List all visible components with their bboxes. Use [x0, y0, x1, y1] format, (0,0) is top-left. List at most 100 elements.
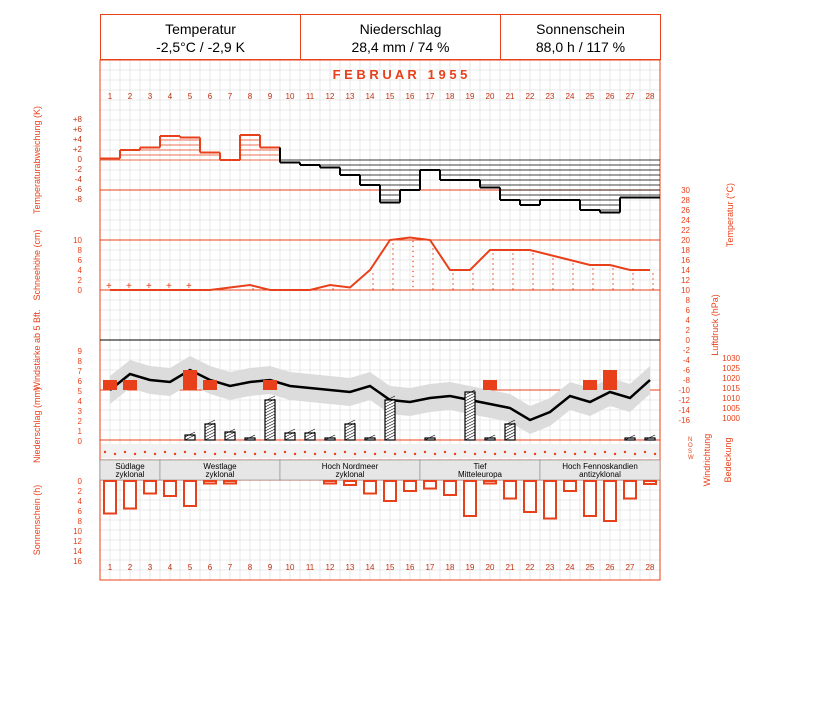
snow-dot: [452, 273, 454, 275]
wind-direction-dot: [533, 452, 537, 456]
precip-hatch: [204, 428, 216, 435]
snow-dot: [492, 253, 494, 255]
precip-hatch: [264, 398, 276, 405]
temp-anomaly-tick: 0: [78, 155, 83, 164]
sunshine-tick: 0: [78, 477, 83, 486]
precip-bar: [424, 437, 436, 441]
temp-right-tick: 24: [681, 216, 690, 225]
wind-direction-dot: [613, 452, 617, 456]
pressure-ylabel: Luftdruck (hPa): [710, 294, 720, 356]
day-label-bottom: 3: [148, 563, 153, 572]
pressure-line: [109, 368, 651, 422]
temp-right-tick: 10: [681, 286, 690, 295]
snow-line: [110, 236, 650, 291]
day-label-top: 26: [606, 92, 615, 101]
precip-hatch: [264, 434, 276, 441]
snow-dot: [632, 273, 634, 275]
wind-direction-dot: [323, 450, 327, 454]
snow-trace-mark: +: [166, 281, 172, 292]
wind-direction-dot: [573, 452, 577, 456]
day-label-bottom: 21: [506, 563, 515, 572]
precip-hatch: [264, 407, 276, 414]
wind-direction-dot: [493, 452, 497, 456]
precip-hatch: [464, 407, 476, 414]
precip-hatch: [344, 431, 356, 438]
precip-hatch: [324, 434, 336, 441]
day-label-top: 27: [626, 92, 635, 101]
wind-direction-dot: [113, 452, 117, 456]
day-label-bottom: 18: [446, 563, 455, 572]
snow-dot: [532, 253, 534, 255]
wind-bar: [483, 380, 497, 390]
precip-hatch: [224, 428, 236, 435]
day-label-top: 20: [486, 92, 495, 101]
temp-right-tick: -10: [678, 386, 690, 395]
precip-hatch: [384, 419, 396, 426]
snow-ylabel: Schneehöhe (cm): [32, 229, 42, 300]
snow-dot: [572, 288, 574, 290]
header-temperature-label: Temperatur: [165, 21, 236, 37]
precip-hatch: [384, 416, 396, 423]
precip-hatch: [204, 422, 216, 429]
sunshine-tick: 6: [78, 507, 83, 516]
precip-hatch: [264, 419, 276, 426]
day-label-bottom: 5: [188, 563, 193, 572]
temp-right-tick: 14: [681, 266, 690, 275]
snow-dot: [612, 273, 614, 275]
precip-hatch: [464, 401, 476, 408]
day-label-top: 25: [586, 92, 595, 101]
snow-trace-mark: +: [146, 281, 152, 292]
snow-dot: [652, 278, 654, 280]
snow-tick: 0: [78, 286, 83, 295]
precip-hatch: [424, 434, 436, 441]
wind-direction-dot: [453, 452, 457, 456]
sunshine-bar: [103, 480, 117, 515]
day-label-top: 13: [346, 92, 355, 101]
precip-hatch: [464, 410, 476, 417]
day-label-top: 8: [248, 92, 253, 101]
wind-direction-dot: [313, 452, 317, 456]
wind-direction-tick: N: [688, 437, 692, 443]
wind-direction-dot: [563, 450, 567, 454]
snow-dot: [552, 288, 554, 290]
temp-right-tick: 4: [686, 316, 691, 325]
precip-hatch: [384, 407, 396, 414]
day-label-bottom: 14: [366, 563, 375, 572]
wind-direction-dot: [653, 452, 657, 456]
snow-dot: [532, 263, 534, 265]
day-label-top: 19: [466, 92, 475, 101]
snow-dot: [392, 253, 394, 255]
snow-dot: [512, 288, 514, 290]
snow-dot: [612, 283, 614, 285]
snow-dot: [532, 273, 534, 275]
precip-hatch: [464, 431, 476, 438]
sunshine-bar: [563, 480, 577, 492]
wind-direction-dot: [133, 452, 137, 456]
snow-dot: [492, 288, 494, 290]
precip-hatch: [284, 428, 296, 435]
snow-dot: [432, 273, 434, 275]
wind-direction-dot: [383, 450, 387, 454]
day-label-bottom: 20: [486, 563, 495, 572]
precip-bar: [284, 432, 296, 441]
snow-dot: [412, 285, 414, 288]
header-precipitation-label: Niederschlag: [359, 21, 442, 37]
wind-direction-dot: [163, 450, 167, 454]
wind-bar: [103, 380, 117, 390]
wind-direction-dot: [343, 450, 347, 454]
wind-direction-dot: [543, 450, 547, 454]
sunshine-tick: 14: [73, 547, 82, 556]
precip-hatch: [464, 422, 476, 429]
snow-dot: [512, 278, 514, 280]
day-label-top: 4: [168, 92, 173, 101]
snow-dot: [392, 268, 394, 270]
sunshine-bar: [143, 480, 157, 495]
snow-dot: [412, 260, 414, 263]
snow-dot: [592, 278, 594, 280]
day-label-top: 18: [446, 92, 455, 101]
pressure-tick: 1000: [722, 414, 740, 423]
sunshine-tick: 8: [78, 517, 83, 526]
precip-hatch: [484, 434, 496, 441]
snow-dot: [412, 245, 414, 248]
